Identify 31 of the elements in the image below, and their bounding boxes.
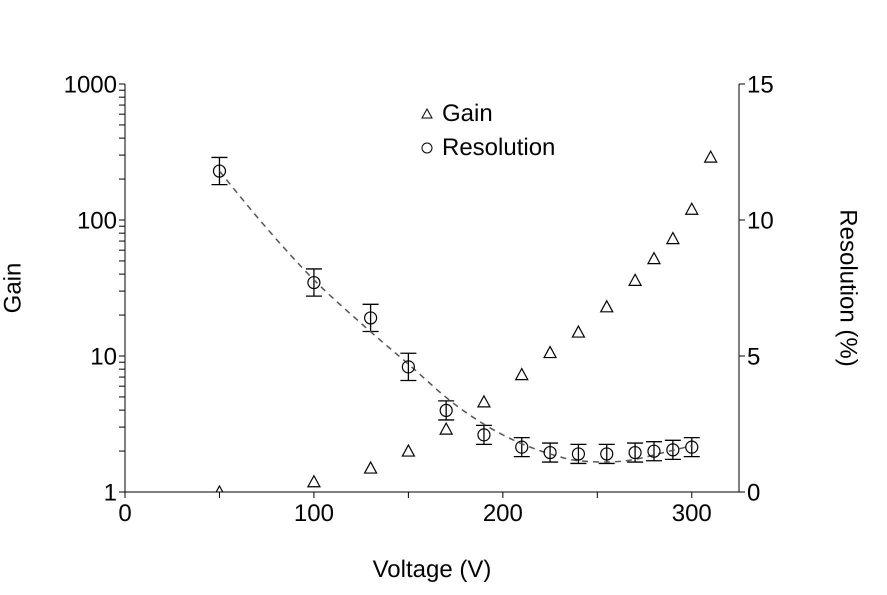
point [628, 274, 642, 286]
y2-axis-title: Resolution (%) [834, 209, 862, 367]
y-tick-label: 1 [104, 480, 117, 507]
point [543, 346, 557, 358]
y2-tick-label: 0 [747, 480, 760, 507]
x-tick-label: 300 [672, 500, 712, 528]
point [477, 395, 491, 408]
x-axis-title: Voltage (V) [372, 556, 492, 583]
point [364, 461, 378, 474]
point [307, 475, 321, 488]
point [685, 202, 698, 215]
y-tick-label: 100 [76, 208, 117, 235]
y2-tick-label: 5 [747, 344, 760, 371]
point [666, 232, 680, 244]
point [515, 368, 528, 380]
y-tick-label: 10 [90, 344, 117, 371]
x-tick-label: 100 [294, 500, 334, 528]
point [402, 444, 415, 457]
legend-label: Gain [442, 100, 493, 128]
y-axis-title: Gain [0, 262, 27, 314]
x-tick-label: 0 [118, 500, 132, 528]
x-tick-label: 200 [482, 500, 523, 528]
point [572, 325, 586, 338]
y-tick-label: 1000 [64, 72, 117, 99]
point [600, 300, 614, 312]
y2-tick-label: 15 [747, 72, 774, 99]
y2-tick-label: 10 [747, 208, 774, 235]
point [647, 252, 661, 264]
point [704, 150, 718, 163]
legend-label: Resolution [442, 134, 556, 162]
point [440, 422, 453, 435]
